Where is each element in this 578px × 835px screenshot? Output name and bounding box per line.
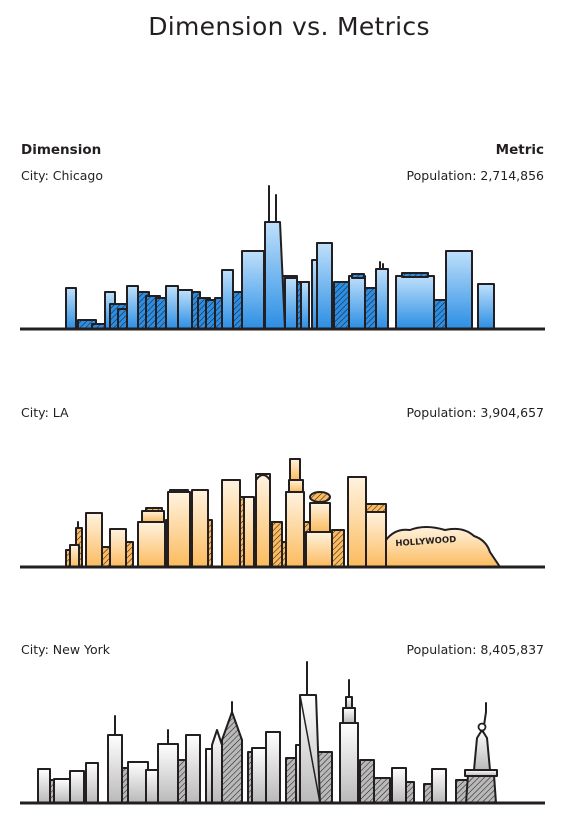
- building: [165, 285, 179, 330]
- building: [126, 285, 139, 330]
- dimension-header: Dimension: [21, 142, 102, 158]
- building: [191, 489, 209, 568]
- building: [395, 275, 435, 330]
- building: [141, 510, 165, 523]
- skyline-chicago: [20, 185, 545, 331]
- metric-header: Metric: [495, 142, 544, 158]
- city-label-la: City: LA: [21, 405, 69, 420]
- curved-tower: [255, 474, 271, 568]
- building: [145, 769, 159, 804]
- building-hatched: [433, 299, 447, 330]
- statue-pedestal: [465, 774, 497, 804]
- building: [167, 491, 191, 568]
- building: [288, 479, 304, 493]
- skyline-la: HOLLYWOOD: [20, 458, 545, 569]
- dome-top: [309, 491, 331, 503]
- building: [348, 275, 366, 330]
- city-label-new-york: City: New York: [21, 642, 111, 657]
- building: [316, 242, 333, 330]
- building: [285, 491, 305, 568]
- statue-head: [477, 722, 487, 732]
- building: [243, 496, 255, 568]
- building: [289, 458, 301, 481]
- building: [69, 544, 80, 568]
- building: [265, 731, 281, 804]
- population-label-new-york: Population: 8,405,837: [406, 642, 544, 657]
- building: [309, 502, 331, 533]
- building: [221, 479, 241, 568]
- tower-crown: [345, 696, 353, 709]
- building: [69, 770, 85, 804]
- hollywood-hills: [385, 526, 502, 568]
- building: [284, 277, 298, 330]
- building-hatched: [331, 529, 345, 568]
- building: [445, 250, 473, 330]
- building-hatched: [333, 281, 351, 330]
- building: [109, 528, 127, 568]
- building-hatched: [359, 759, 375, 804]
- building: [157, 743, 179, 804]
- building: [53, 778, 71, 804]
- hollywood-sign: HOLLYWOOD: [395, 535, 456, 549]
- building: [185, 734, 201, 804]
- roof-detail: [351, 273, 365, 279]
- building: [107, 734, 123, 804]
- building: [365, 511, 387, 568]
- building: [347, 476, 367, 568]
- building: [431, 768, 447, 804]
- spire-building: [211, 729, 223, 804]
- building: [177, 289, 193, 330]
- building: [65, 287, 77, 330]
- chrysler-building: [221, 711, 243, 804]
- skyline-new-york: [20, 661, 545, 805]
- building: [339, 722, 359, 804]
- city-label-chicago: City: Chicago: [21, 168, 104, 183]
- building: [300, 281, 310, 330]
- building: [241, 250, 265, 330]
- statue-body: [473, 729, 491, 771]
- building: [221, 269, 234, 330]
- building: [477, 283, 495, 330]
- wtc-facet: [299, 694, 321, 804]
- page-title: Dimension vs. Metrics: [148, 12, 430, 41]
- building: [391, 767, 407, 804]
- building: [375, 268, 389, 330]
- tower-top: [342, 707, 356, 724]
- building-hatched: [373, 777, 391, 804]
- building: [137, 521, 166, 568]
- building: [85, 512, 103, 568]
- willis-tower: [264, 221, 286, 330]
- building: [305, 531, 333, 568]
- population-label-la: Population: 3,904,657: [406, 405, 544, 420]
- building: [85, 762, 99, 804]
- roof-detail: [401, 272, 429, 278]
- building: [37, 768, 51, 804]
- population-label-chicago: Population: 2,714,856: [406, 168, 544, 183]
